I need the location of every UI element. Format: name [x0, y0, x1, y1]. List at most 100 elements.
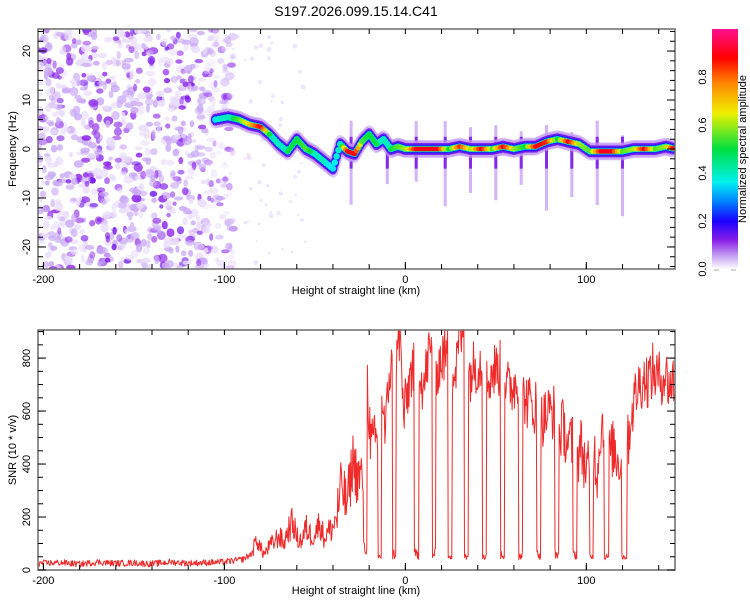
noise-blob	[235, 34, 240, 40]
noise-blob	[128, 46, 135, 54]
noise-blob	[218, 261, 227, 269]
noise-blob	[141, 257, 151, 264]
noise-blob	[159, 204, 164, 209]
noise-blob	[181, 187, 189, 196]
noise-blob	[227, 260, 237, 269]
noise-blob	[160, 158, 167, 166]
noise-blob	[81, 72, 87, 78]
noise-blob	[80, 157, 91, 163]
noise-blob	[266, 183, 270, 188]
noise-blob	[196, 30, 205, 36]
noise-blob	[50, 225, 56, 231]
noise-blob	[99, 191, 109, 197]
noise-blob	[195, 214, 200, 222]
noise-blob	[117, 202, 127, 209]
noise-blob	[171, 115, 178, 122]
noise-blob	[113, 121, 123, 128]
noise-blob	[116, 234, 123, 242]
noise-blob	[167, 107, 176, 112]
noise-blob	[120, 116, 127, 123]
noise-blob	[145, 169, 155, 178]
noise-blob	[145, 70, 156, 77]
noise-blob	[52, 60, 57, 69]
noise-blob	[52, 111, 59, 117]
noise-blob	[183, 64, 193, 74]
ridge-blob	[373, 141, 379, 147]
noise-blob	[100, 218, 108, 226]
noise-blob	[304, 240, 307, 243]
noise-blob	[224, 126, 234, 132]
noise-blob	[65, 184, 75, 191]
noise-blob	[97, 81, 107, 86]
noise-blob	[201, 157, 210, 163]
noise-blob	[203, 66, 210, 75]
noise-blob	[71, 213, 76, 223]
noise-blob	[257, 180, 262, 185]
noise-blob	[223, 94, 231, 101]
noise-blob	[108, 156, 113, 161]
noise-blob	[243, 220, 248, 225]
noise-blob	[219, 181, 227, 190]
noise-blob	[168, 248, 174, 254]
noise-blob	[102, 161, 112, 166]
noise-blob	[212, 140, 217, 147]
noise-blob	[152, 217, 162, 224]
noise-blob	[135, 243, 143, 253]
noise-blob	[64, 127, 71, 132]
noise-blob	[232, 47, 235, 51]
noise-blob	[222, 63, 228, 71]
noise-blob	[44, 67, 52, 76]
noise-blob	[126, 211, 134, 218]
noise-blob	[211, 187, 219, 194]
noise-blob	[151, 197, 157, 203]
noise-blob	[82, 185, 90, 194]
y-tick-label: 800	[21, 349, 33, 367]
noise-blob	[73, 160, 84, 168]
noise-blob	[172, 176, 182, 182]
noise-blob	[39, 190, 47, 198]
noise-blob	[140, 170, 147, 180]
noise-blob	[268, 213, 274, 219]
noise-blob	[71, 178, 78, 186]
noise-blob	[221, 67, 229, 75]
noise-blob	[108, 90, 114, 99]
noise-blob	[93, 60, 100, 66]
noise-blob	[289, 200, 293, 204]
noise-blob	[216, 202, 224, 207]
ridge-blob	[335, 147, 342, 154]
noise-blob	[211, 33, 220, 41]
noise-blob	[176, 226, 185, 235]
noise-blob	[205, 178, 211, 186]
noise-blob	[145, 103, 151, 113]
noise-blob	[46, 41, 51, 47]
noise-blob	[180, 120, 186, 127]
noise-blob	[255, 240, 258, 242]
noise-blob	[215, 178, 221, 184]
noise-blob	[56, 97, 64, 104]
noise-blob	[71, 41, 78, 49]
noise-blob	[119, 171, 128, 176]
noise-blob	[172, 201, 177, 206]
noise-blob	[81, 118, 86, 128]
noise-blob	[79, 229, 85, 235]
noise-blob	[183, 43, 189, 52]
noise-blob	[227, 62, 236, 68]
noise-blob	[65, 220, 75, 228]
noise-blob	[219, 141, 226, 151]
noise-blob	[143, 134, 150, 140]
noise-blob	[91, 188, 99, 195]
noise-blob	[225, 42, 233, 47]
noise-blob	[44, 174, 54, 181]
noise-blob	[50, 245, 58, 251]
noise-blob	[57, 222, 65, 229]
noise-blob	[149, 179, 158, 187]
noise-blob	[199, 86, 206, 92]
noise-blob	[261, 163, 266, 168]
noise-blob	[55, 31, 65, 37]
noise-blob	[89, 251, 96, 259]
noise-blob	[82, 40, 92, 46]
noise-blob	[204, 62, 212, 71]
noise-blob	[96, 246, 106, 255]
noise-blob	[182, 81, 189, 87]
